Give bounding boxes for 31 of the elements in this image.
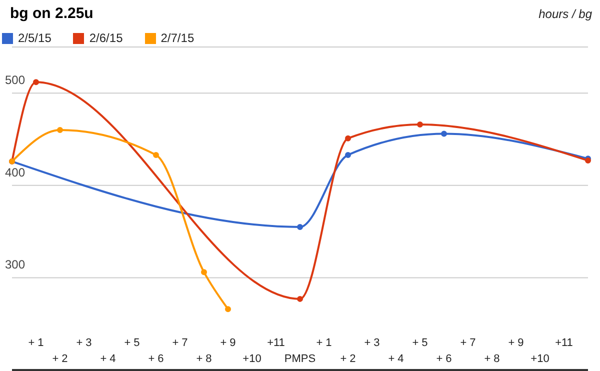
legend-label: 2/5/15 [18,31,52,45]
x-tick-label: + 7 [172,337,188,349]
x-tick-label: + 2 [52,353,68,365]
x-tick-label: + 6 [436,353,452,365]
x-tick-label: + 2 [340,353,356,365]
x-tick-label: + 6 [148,353,164,365]
x-tick-label: + 9 [508,337,524,349]
x-tick-label: +11 [555,337,573,349]
x-tick-label: +10 [530,353,550,365]
x-tick-label: + 3 [76,337,92,349]
x-tick-label: + 4 [100,353,116,365]
x-tick-label: + 3 [364,337,380,349]
chart-title: bg on 2.25u [10,5,94,22]
y-tick-label: 500 [5,73,26,88]
y-tick-label: 400 [5,165,26,180]
x-tick-label: + 5 [412,337,428,349]
x-tick-label: + 4 [388,353,404,365]
x-tick-label: +10 [242,353,262,365]
x-tick-label: + 8 [484,353,500,365]
x-tick-label: + 8 [196,353,212,365]
x-tick-label: + 1 [28,337,44,349]
legend-label: 2/7/15 [160,31,194,45]
x-tick-label: + 5 [124,337,140,349]
legend-label: 2/6/15 [89,31,123,45]
y-tick-label: 300 [5,258,26,272]
x-tick-label: + 9 [220,337,236,349]
x-tick-label: +11 [267,337,285,349]
x-tick-label: + 1 [316,337,332,349]
x-tick-label: + 7 [460,337,476,349]
x-tick-label: PMPS [284,353,316,365]
text: hours / bg [538,7,592,21]
